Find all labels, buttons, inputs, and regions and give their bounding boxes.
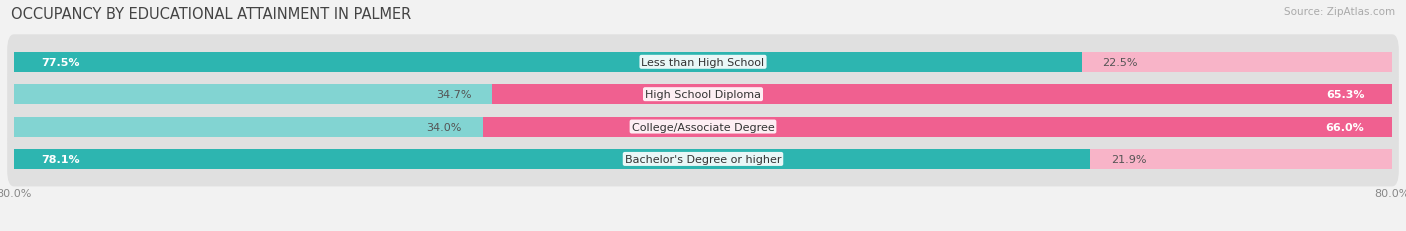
Text: 21.9%: 21.9% — [1111, 154, 1146, 164]
FancyBboxPatch shape — [7, 132, 1399, 187]
Text: 34.0%: 34.0% — [426, 122, 463, 132]
Text: 22.5%: 22.5% — [1102, 58, 1137, 67]
Legend: Owner-occupied, Renter-occupied: Owner-occupied, Renter-occupied — [588, 228, 818, 231]
Bar — [14, 85, 492, 105]
Bar — [1090, 149, 1392, 169]
FancyBboxPatch shape — [7, 35, 1399, 90]
FancyBboxPatch shape — [7, 67, 1399, 122]
FancyBboxPatch shape — [7, 100, 1399, 154]
Bar — [14, 52, 1083, 73]
Text: 66.0%: 66.0% — [1326, 122, 1364, 132]
Text: Bachelor's Degree or higher: Bachelor's Degree or higher — [624, 154, 782, 164]
Text: 34.7%: 34.7% — [436, 90, 471, 100]
Text: Source: ZipAtlas.com: Source: ZipAtlas.com — [1284, 7, 1395, 17]
Bar — [482, 117, 1392, 137]
Bar — [14, 149, 1090, 169]
Bar — [14, 117, 482, 137]
Text: 78.1%: 78.1% — [42, 154, 80, 164]
Bar — [1083, 52, 1392, 73]
Text: 77.5%: 77.5% — [42, 58, 80, 67]
Text: College/Associate Degree: College/Associate Degree — [631, 122, 775, 132]
Bar — [492, 85, 1392, 105]
Text: High School Diploma: High School Diploma — [645, 90, 761, 100]
Text: 65.3%: 65.3% — [1326, 90, 1364, 100]
Text: Less than High School: Less than High School — [641, 58, 765, 67]
Text: OCCUPANCY BY EDUCATIONAL ATTAINMENT IN PALMER: OCCUPANCY BY EDUCATIONAL ATTAINMENT IN P… — [11, 7, 412, 22]
